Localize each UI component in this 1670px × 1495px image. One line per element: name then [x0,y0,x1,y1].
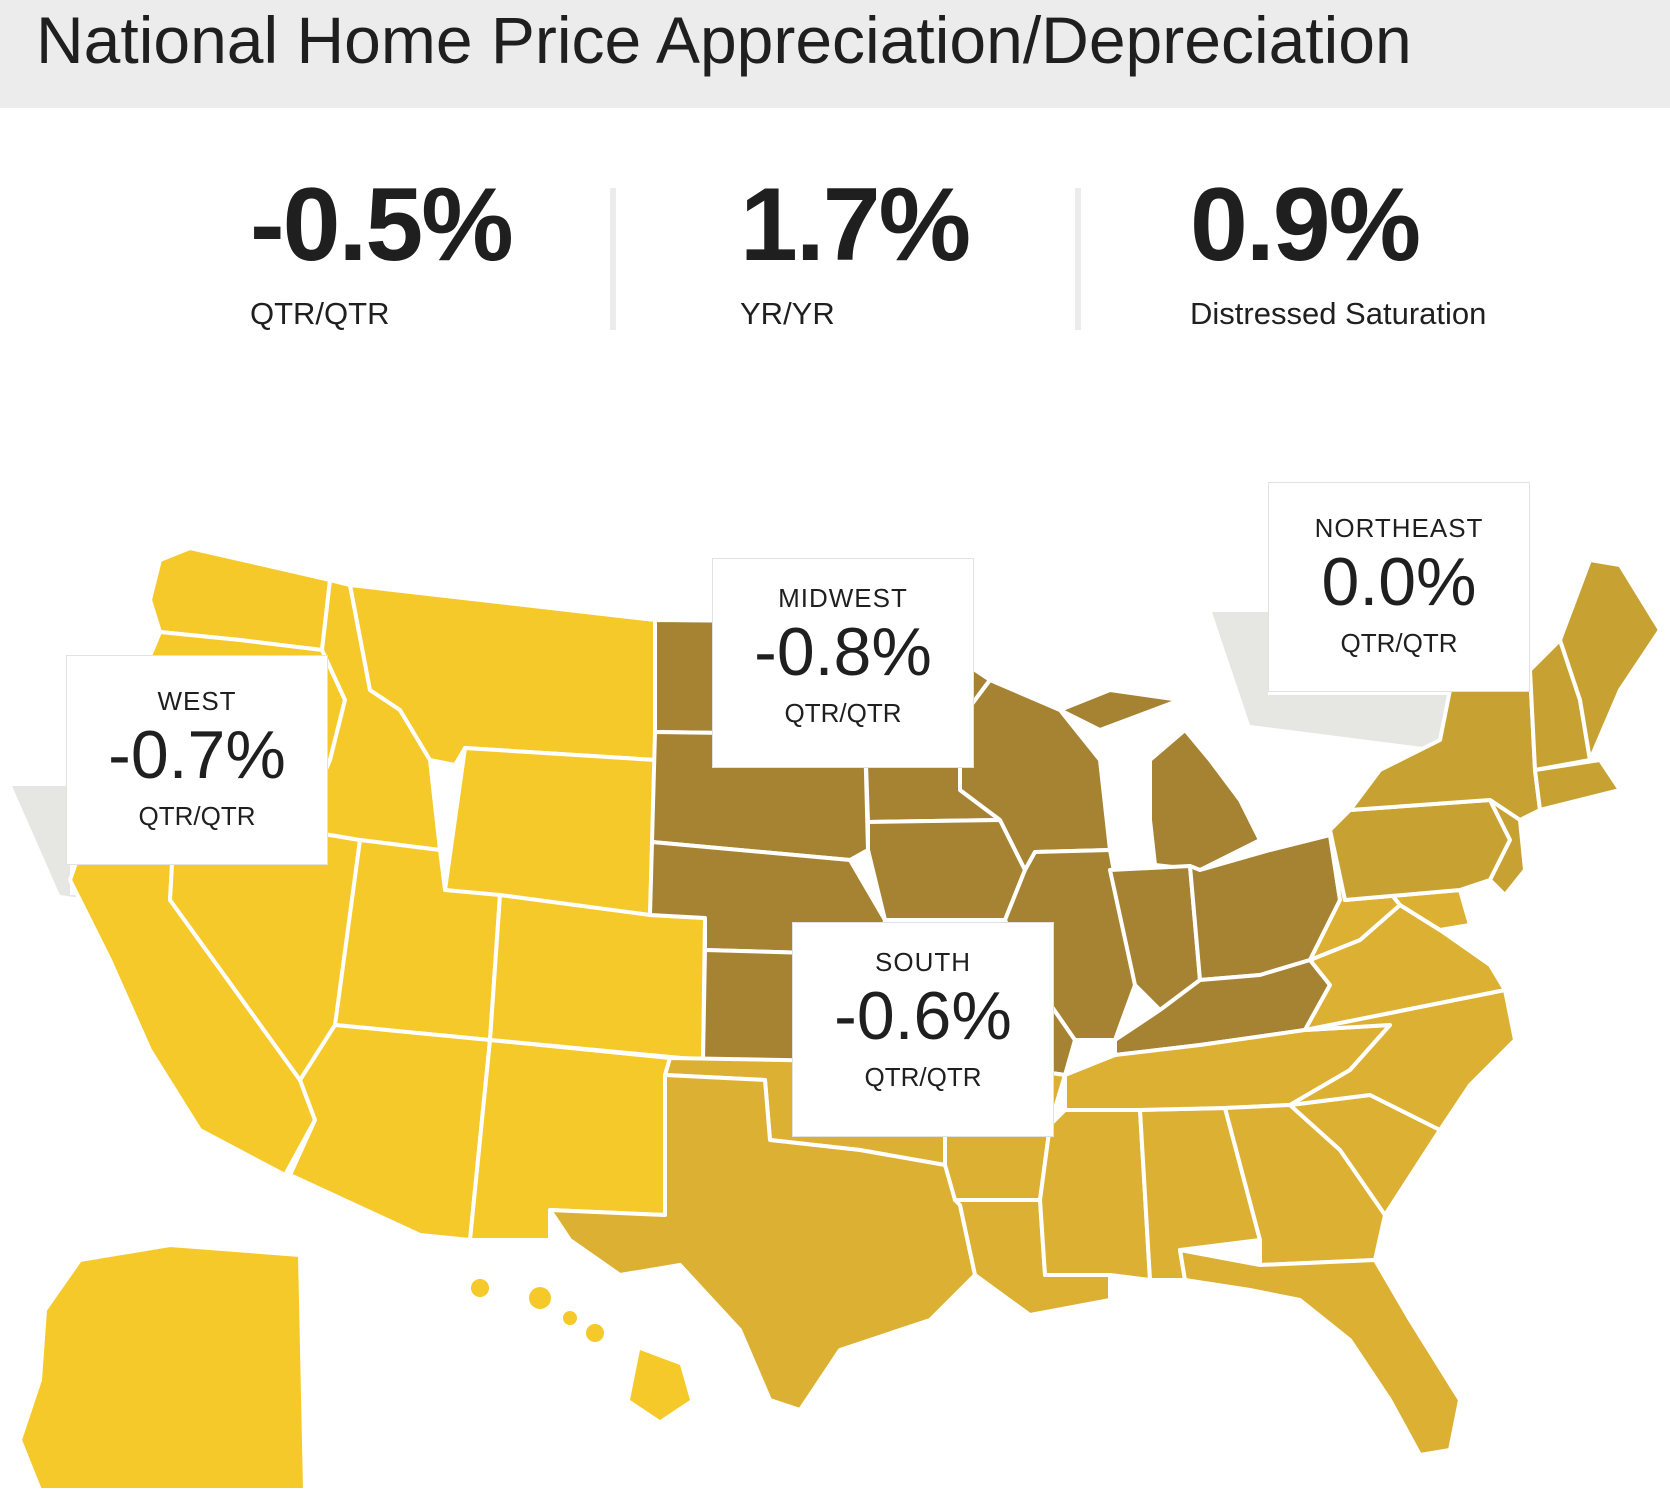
callout-south-value: -0.6% [834,978,1012,1054]
state-new-jersey [1488,798,1527,897]
callout-midwest-region: MIDWEST [778,583,908,613]
callout-west-region: WEST [157,686,237,716]
callout-northeast-value: 0.0% [1321,544,1477,620]
state-florida [1178,1248,1462,1457]
state-maine [1558,558,1662,762]
state-pennsylvania [1328,798,1512,902]
stat-distressed-label: Distressed Saturation [1190,296,1487,331]
callout-northeast-period: QTR/QTR [1340,628,1458,658]
page-title: National Home Price Appreciation/Depreci… [36,3,1412,77]
callout-midwest: MIDWEST -0.8% QTR/QTR [712,558,974,768]
callout-midwest-period: QTR/QTR [784,698,902,728]
stat-yr-label: YR/YR [740,296,835,331]
callout-midwest-value: -0.8% [754,614,932,690]
callout-northeast: NORTHEAST 0.0% QTR/QTR [1268,482,1530,692]
callout-south-region: SOUTH [875,947,971,977]
state-michigan [1058,688,1262,872]
stat-yr-value: 1.7% [740,167,971,283]
stat-distressed-value: 0.9% [1190,167,1421,283]
stat-qtr-label: QTR/QTR [250,296,390,331]
state-colorado [488,893,707,1062]
stat-divider [610,188,616,330]
stat-qtr: -0.5% QTR/QTR [250,167,514,334]
state-wyoming [443,746,657,917]
stat-divider [1075,188,1081,330]
state-arizona [288,1023,492,1242]
callout-south-period: QTR/QTR [864,1062,982,1092]
state-north-carolina [1288,988,1517,1132]
callout-northeast-region: NORTHEAST [1314,513,1484,543]
stat-qtr-value: -0.5% [250,167,514,283]
state-alaska [18,1243,307,1492]
callout-west: WEST -0.7% QTR/QTR [66,655,328,865]
region-northeast [1328,558,1662,902]
callout-south: SOUTH -0.6% QTR/QTR [792,922,1054,1137]
state-hawaii [471,1279,690,1420]
stat-distressed: 0.9% Distressed Saturation [1190,170,1486,334]
callout-west-value: -0.7% [108,717,286,793]
state-mississippi [1038,1108,1152,1282]
state-iowa [866,818,1027,922]
state-texas [548,1073,977,1412]
title-bar: National Home Price Appreciation/Depreci… [0,0,1670,108]
callout-west-period: QTR/QTR [138,801,256,831]
stat-yr: 1.7% YR/YR [740,167,971,334]
